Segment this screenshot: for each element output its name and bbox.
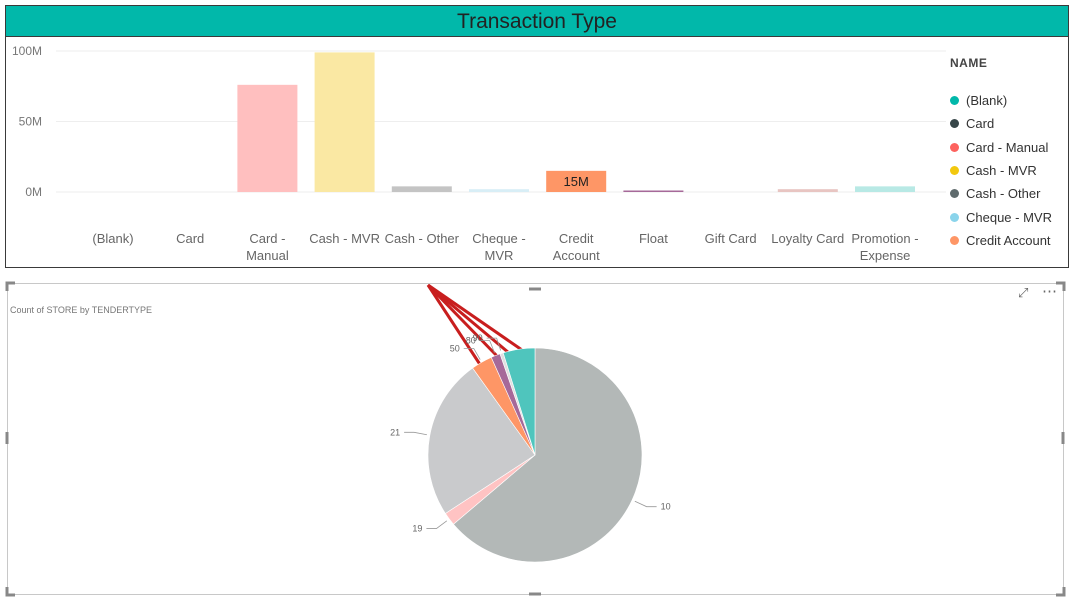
legend-item[interactable]: Card - Manual bbox=[950, 136, 1068, 159]
x-tick-label: MVR bbox=[485, 248, 514, 263]
focus-mode-icon[interactable]: ⤢ bbox=[1018, 285, 1029, 300]
legend-marker bbox=[950, 235, 959, 245]
legend-marker bbox=[950, 189, 959, 199]
legend-label: Credit Account bbox=[966, 232, 1051, 248]
x-tick-label: Account bbox=[553, 248, 600, 263]
more-options-icon[interactable]: ⋯ bbox=[1042, 283, 1057, 300]
bar-chart-plot: 0M 50M 100M (Blank) Card Card - Manual Cash - M… bbox=[12, 44, 946, 263]
y-tick-label: 0M bbox=[25, 185, 42, 199]
bar[interactable] bbox=[391, 186, 452, 192]
legend: NAME (Blank) Card Card - Manual Cash - MVR C… bbox=[950, 56, 1068, 252]
x-tick-label: Cheque - bbox=[472, 231, 525, 246]
x-tick-label: Card - bbox=[249, 231, 285, 246]
legend-item[interactable]: Card bbox=[950, 112, 1068, 135]
bar-chart-card: Transaction Type 0M 50M 100M (Blank) Card Car… bbox=[5, 5, 1069, 268]
legend-item[interactable]: Credit Account bbox=[950, 229, 1068, 252]
x-tick-label: Cash - Other bbox=[385, 231, 460, 246]
legend-item[interactable]: (Blank) bbox=[950, 89, 1068, 112]
legend-marker bbox=[950, 166, 959, 176]
legend-item[interactable]: Cash - Other bbox=[950, 182, 1068, 205]
bar[interactable] bbox=[855, 186, 915, 192]
chart-title: Transaction Type bbox=[6, 6, 1068, 37]
legend-marker bbox=[950, 96, 959, 106]
pie-chart-title: Count of STORE by TENDERTYPE bbox=[10, 305, 153, 315]
legend-marker bbox=[950, 142, 959, 152]
bar[interactable] bbox=[546, 170, 607, 192]
legend-label: Card bbox=[966, 116, 995, 132]
bar[interactable] bbox=[314, 52, 375, 192]
data-label: 15M bbox=[564, 174, 589, 189]
bar[interactable] bbox=[777, 189, 838, 192]
legend-label: Cheque - MVR bbox=[966, 209, 1052, 225]
y-tick-label: 50M bbox=[19, 115, 42, 129]
bar[interactable] bbox=[623, 190, 684, 193]
legend-title: NAME bbox=[950, 56, 988, 70]
legend-item[interactable]: Cheque - MVR bbox=[950, 205, 1068, 228]
y-tick-label: 100M bbox=[12, 44, 42, 58]
x-tick-label: Float bbox=[639, 231, 668, 246]
x-tick-label: Promotion - bbox=[851, 231, 918, 246]
x-tick-label: Manual bbox=[246, 248, 289, 263]
legend-item[interactable]: Cash - MVR bbox=[950, 159, 1068, 182]
bar[interactable] bbox=[469, 189, 529, 192]
x-tick-label: Loyalty Card bbox=[771, 231, 844, 246]
pie-visual-frame[interactable] bbox=[7, 283, 1064, 595]
x-tick-label: Cash - MVR bbox=[309, 231, 380, 246]
legend-label: Card - Manual bbox=[966, 139, 1049, 155]
legend-label: (Blank) bbox=[966, 93, 1008, 109]
x-tick-label: Expense bbox=[860, 248, 911, 263]
x-tick-label: Gift Card bbox=[705, 231, 757, 246]
x-tick-label: (Blank) bbox=[92, 231, 133, 246]
legend-label: Cash - Other bbox=[966, 186, 1041, 202]
x-tick-label: Credit bbox=[559, 231, 594, 246]
legend-marker bbox=[950, 119, 959, 129]
x-tick-label: Card bbox=[176, 231, 204, 246]
legend-label: Cash - MVR bbox=[966, 163, 1037, 179]
bar[interactable] bbox=[237, 84, 298, 192]
legend-marker bbox=[950, 212, 959, 222]
